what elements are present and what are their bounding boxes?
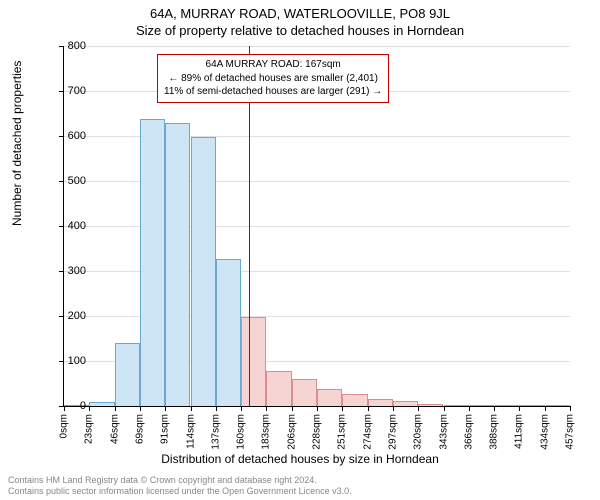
y-tick-label: 300 [46, 265, 86, 277]
y-tick-label: 200 [46, 310, 86, 322]
x-tick-label: 297sqm [387, 414, 398, 450]
annotation-line: 11% of semi-detached houses are larger (… [164, 85, 382, 99]
y-tick-label: 700 [46, 85, 86, 97]
x-tick-label: 251sqm [337, 414, 348, 450]
gridline [64, 46, 570, 47]
histogram-bar [241, 317, 266, 406]
y-tick-label: 600 [46, 130, 86, 142]
y-tick-label: 400 [46, 220, 86, 232]
y-tick-label: 100 [46, 355, 86, 367]
annotation-line: 64A MURRAY ROAD: 167sqm [164, 58, 382, 72]
x-tick-label: 434sqm [539, 414, 550, 450]
x-tick-label: 320sqm [413, 414, 424, 450]
x-tick-label: 457sqm [565, 414, 576, 450]
x-tick-label: 411sqm [514, 414, 525, 449]
chart-container: 64A, MURRAY ROAD, WATERLOOVILLE, PO8 9JL… [0, 0, 600, 500]
x-tick-label: 274sqm [362, 414, 373, 450]
footer-attribution: Contains HM Land Registry data © Crown c… [8, 475, 352, 497]
x-tick-label: 388sqm [489, 414, 500, 450]
histogram-bar [191, 137, 216, 406]
histogram-bar [216, 259, 241, 406]
y-tick-label: 0 [46, 400, 86, 412]
histogram-bar [342, 394, 367, 406]
y-tick-label: 800 [46, 40, 86, 52]
x-tick-label: 0sqm [59, 414, 70, 438]
x-tick-label: 91sqm [160, 414, 171, 444]
histogram-bar [165, 123, 190, 407]
x-tick-label: 114sqm [185, 414, 196, 449]
chart-title: 64A, MURRAY ROAD, WATERLOOVILLE, PO8 9JL [0, 0, 600, 21]
x-tick-label: 366sqm [463, 414, 474, 450]
chart-subtitle: Size of property relative to detached ho… [0, 21, 600, 38]
x-axis-line [63, 406, 570, 407]
x-tick-label: 46sqm [109, 414, 120, 444]
histogram-bar [292, 379, 317, 406]
x-tick-label: 137sqm [210, 414, 221, 450]
histogram-bar [140, 119, 165, 406]
x-tick-label: 69sqm [134, 414, 145, 444]
x-tick-label: 228sqm [312, 414, 323, 450]
histogram-bar [317, 389, 342, 406]
annotation-line: ← 89% of detached houses are smaller (2,… [164, 72, 382, 86]
plot-area: 64A MURRAY ROAD: 167sqm← 89% of detached… [64, 46, 570, 406]
x-tick-label: 160sqm [236, 414, 247, 450]
x-tick-label: 183sqm [261, 414, 272, 450]
histogram-bar [368, 399, 393, 406]
x-tick-label: 343sqm [438, 414, 449, 450]
histogram-bar [266, 371, 291, 406]
x-tick-label: 23sqm [84, 414, 95, 444]
histogram-bar [115, 343, 140, 406]
footer-line-1: Contains HM Land Registry data © Crown c… [8, 475, 352, 486]
x-tick [570, 406, 571, 411]
x-tick-label: 206sqm [286, 414, 297, 450]
x-axis-label: Distribution of detached houses by size … [0, 452, 600, 466]
footer-line-2: Contains public sector information licen… [8, 486, 352, 497]
y-tick-label: 500 [46, 175, 86, 187]
annotation-box: 64A MURRAY ROAD: 167sqm← 89% of detached… [157, 54, 389, 103]
y-axis-label: Number of detached properties [10, 61, 24, 226]
